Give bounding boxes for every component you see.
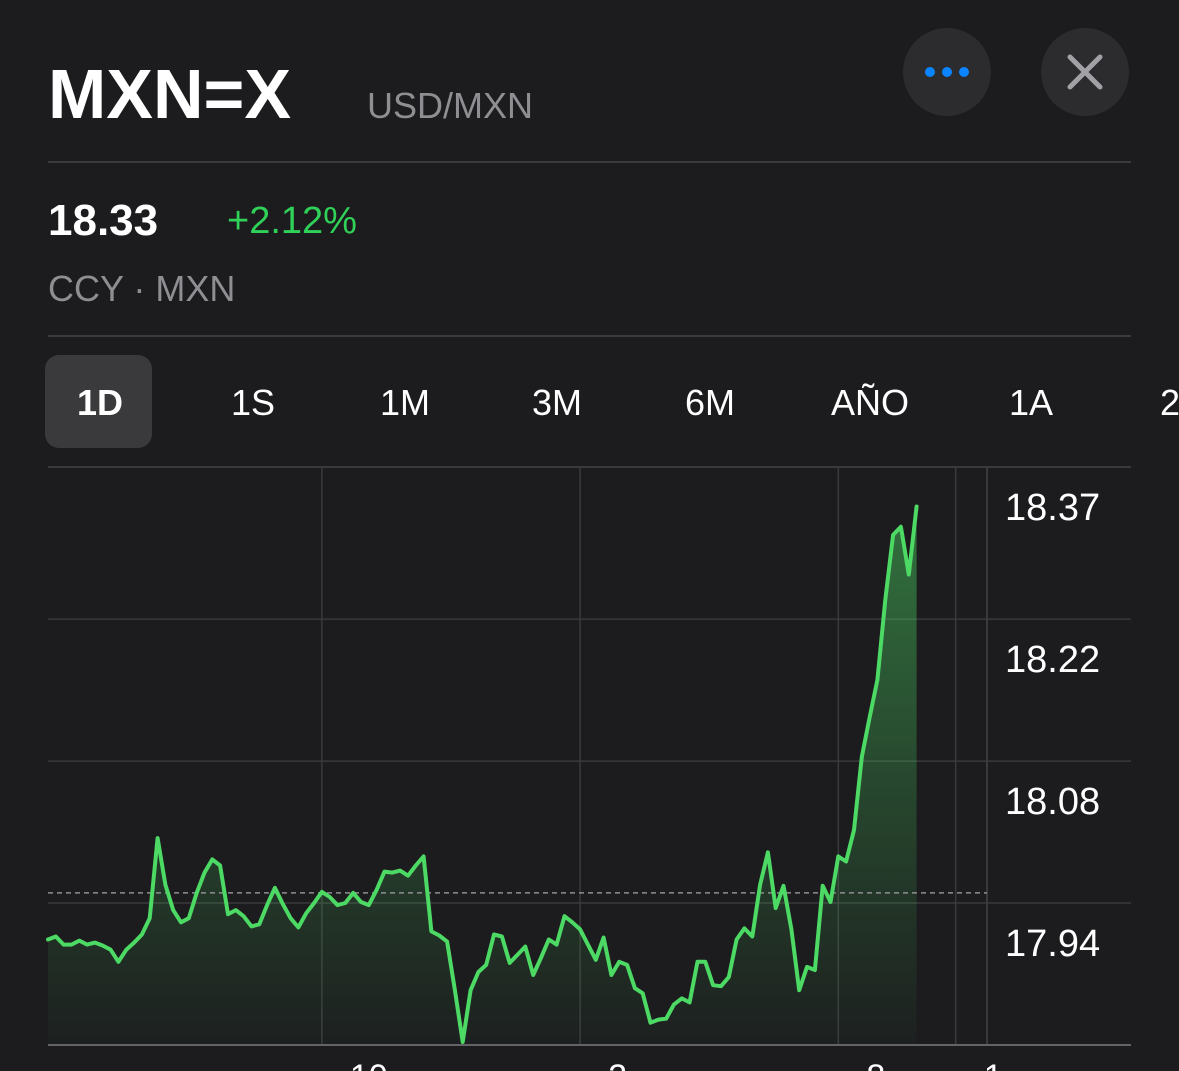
range-tab-selected[interactable] bbox=[45, 355, 152, 448]
range-tab-label[interactable]: 1D bbox=[77, 382, 123, 423]
x-tick-label: 10 bbox=[350, 1058, 388, 1071]
dot bbox=[925, 67, 935, 77]
price-line bbox=[46, 504, 919, 1044]
close-icon bbox=[1067, 54, 1103, 90]
range-tab[interactable]: 6M bbox=[685, 382, 735, 423]
range-tab-label[interactable]: 2 bbox=[1160, 382, 1179, 423]
x-tick-label: 1 bbox=[984, 1058, 1003, 1071]
instrument-name: USD/MXN bbox=[367, 85, 533, 126]
more-button[interactable] bbox=[903, 28, 991, 116]
range-tab-label[interactable]: 3M bbox=[532, 382, 582, 423]
price: 18.33 bbox=[48, 196, 158, 245]
close-button[interactable] bbox=[1041, 28, 1129, 116]
range-tab-label[interactable]: AÑO bbox=[831, 382, 909, 423]
range-tab[interactable]: 1M bbox=[380, 382, 430, 423]
symbol: MXN=X bbox=[48, 55, 291, 133]
x-tick-label: 8 bbox=[866, 1058, 885, 1071]
y-tick-label: 18.22 bbox=[1005, 639, 1100, 681]
y-tick-label: 18.37 bbox=[1005, 487, 1100, 529]
range-tab-label[interactable]: 1M bbox=[380, 382, 430, 423]
area bbox=[48, 506, 917, 1045]
x-tick-label: 2 bbox=[608, 1058, 627, 1071]
range-tab[interactable]: AÑO bbox=[831, 382, 909, 423]
dot bbox=[942, 67, 952, 77]
dot bbox=[959, 67, 969, 77]
range-tab[interactable]: 2 bbox=[1160, 382, 1179, 423]
y-tick-label: 17.94 bbox=[1005, 923, 1100, 965]
y-tick-label: 18.08 bbox=[1005, 781, 1100, 823]
range-tab-label[interactable]: 6M bbox=[685, 382, 735, 423]
range-tab[interactable]: 1D bbox=[45, 355, 152, 448]
change: +2.12% bbox=[227, 200, 357, 242]
range-tabs: 1D 1S 1M 3M 6M AÑO 1A 2 bbox=[45, 355, 1179, 448]
range-tab-label[interactable]: 1A bbox=[1009, 382, 1053, 423]
range-tab[interactable]: 1A bbox=[1009, 382, 1053, 423]
range-tab[interactable]: 3M bbox=[532, 382, 582, 423]
range-tab[interactable]: 1S bbox=[231, 382, 275, 423]
range-tab-label[interactable]: 1S bbox=[231, 382, 275, 423]
exchange: CCY · MXN bbox=[48, 268, 235, 309]
chart: 18.37 18.22 18.08 17.94 10 2 8 1 bbox=[46, 466, 1131, 1071]
